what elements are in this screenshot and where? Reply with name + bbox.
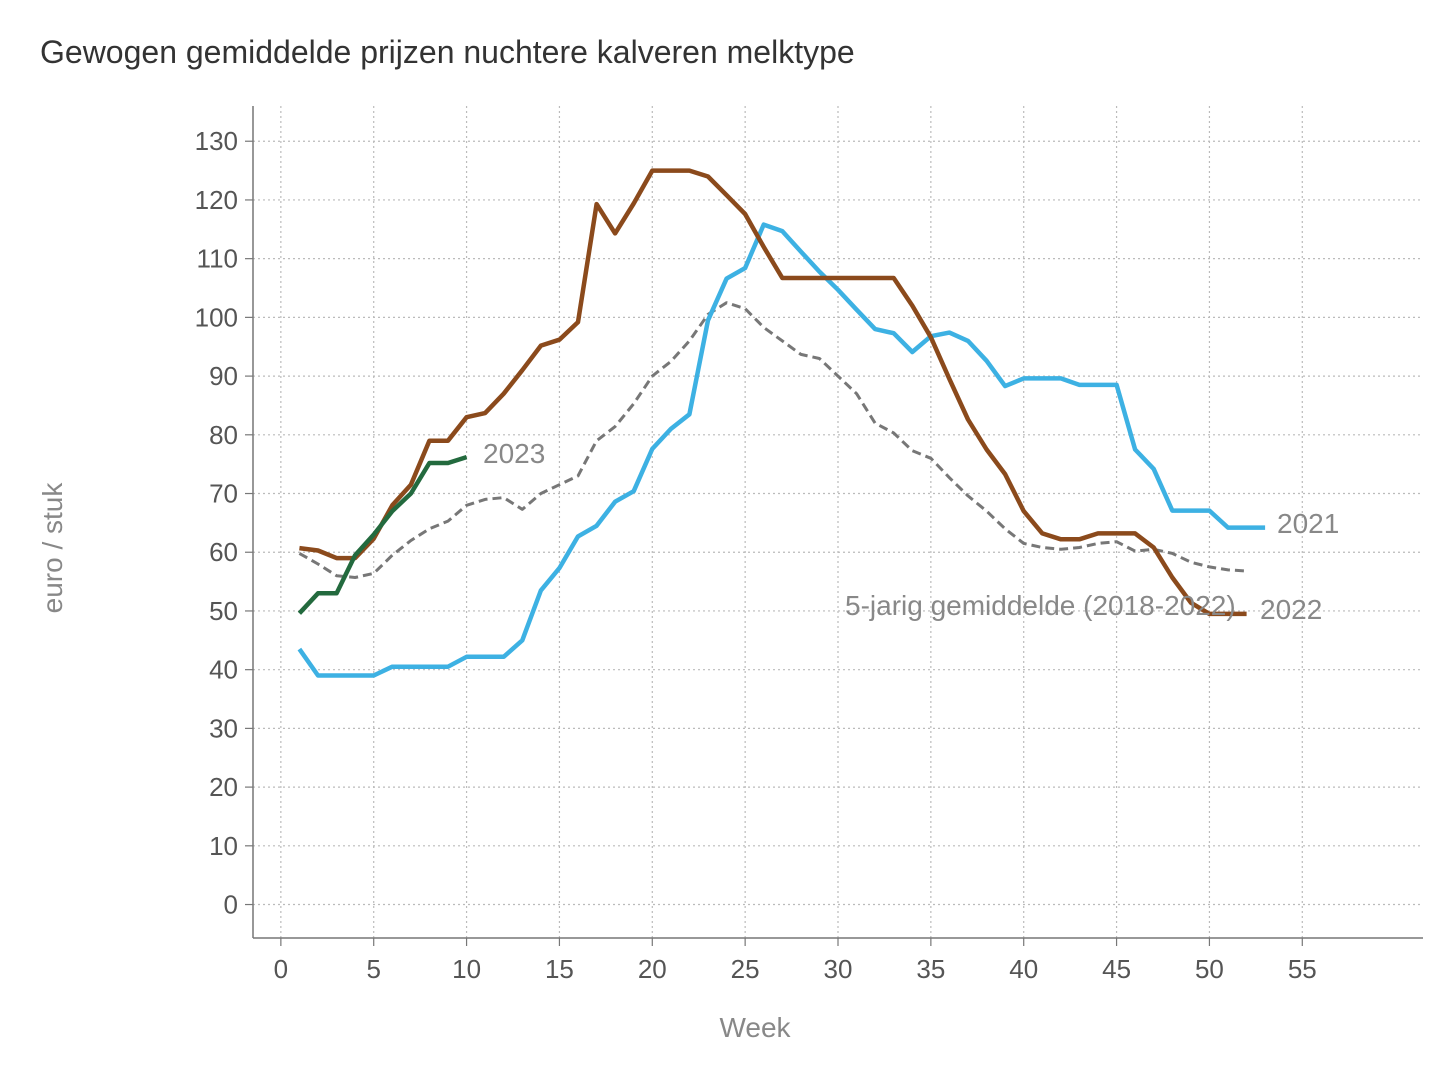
x-tick-label: 50 [1195,954,1224,984]
x-tick-label: 15 [545,954,574,984]
y-axis-title: euro / stuk [37,482,68,614]
x-tick-label: 35 [916,954,945,984]
y-tick-label: 70 [209,479,238,509]
y-tick-label: 50 [209,596,238,626]
series-labels: 2023 2021 2022 5-jarig gemiddelde (2018-… [483,438,1339,625]
x-tick-label: 5 [366,954,380,984]
y-tick-label: 10 [209,831,238,861]
x-tick-label: 55 [1288,954,1317,984]
y-tick-label: 0 [224,890,238,920]
x-tick-label: 45 [1102,954,1131,984]
x-axis-title: Week [719,1012,791,1043]
y-tick-label: 40 [209,655,238,685]
y-tick-label: 100 [195,302,238,332]
y-tick-label: 20 [209,772,238,802]
series-line-2023 [297,454,468,615]
x-tick-label: 30 [824,954,853,984]
y-tick-label: 80 [209,420,238,450]
x-tick-label: 20 [638,954,667,984]
series-line-5-jarig-gemiddelde-2018-2022 [298,301,1247,579]
series-label-2023: 2023 [483,438,545,469]
y-tick-label: 130 [195,126,238,156]
x-tick-label: 10 [452,954,481,984]
x-tick-label: 0 [274,954,288,984]
series-label-2021: 2021 [1277,508,1339,539]
series [297,168,1266,678]
x-tick-label: 25 [731,954,760,984]
y-tick-label: 110 [197,244,238,274]
chart-title: Gewogen gemiddelde prijzen nuchtere kalv… [40,34,855,70]
y-tick-label: 60 [209,537,238,567]
grid [253,106,1423,938]
y-tick-label: 120 [195,185,238,215]
y-tick-label: 90 [209,361,238,391]
series-label-2022: 2022 [1260,594,1322,625]
y-tick-label: 30 [209,713,238,743]
series-label-5yr-average: 5-jarig gemiddelde (2018-2022) [845,590,1236,621]
series-line-2021 [297,222,1266,678]
series-line-2022 [299,168,1247,617]
x-tick-label: 40 [1009,954,1038,984]
